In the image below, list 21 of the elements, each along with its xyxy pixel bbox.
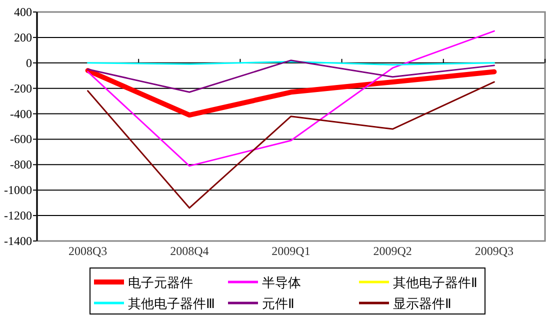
- y-tick-label: -200: [10, 81, 32, 96]
- legend-label: 其他电子器件Ⅲ: [128, 296, 215, 311]
- legend-label: 元件Ⅱ: [262, 296, 294, 311]
- legend-label: 其他电子器件Ⅱ: [393, 275, 477, 290]
- y-tick-label: -600: [10, 132, 32, 146]
- y-tick-label: -800: [10, 158, 32, 172]
- x-tick-label: 2008Q4: [170, 244, 209, 258]
- y-tick-label: 0: [26, 56, 32, 70]
- legend-label: 半导体: [262, 275, 301, 290]
- legend-label: 电子元器件: [128, 275, 193, 290]
- x-tick-label: 2009Q1: [272, 244, 310, 258]
- y-tick-label: -1200: [4, 208, 32, 223]
- x-tick-label: 2009Q2: [373, 244, 412, 258]
- y-tick-label: 200: [14, 30, 32, 44]
- y-tick-label: 400: [14, 5, 32, 19]
- y-tick-label: -400: [10, 106, 32, 121]
- y-tick-label: -1000: [4, 183, 32, 198]
- x-tick-label: 2008Q3: [68, 244, 108, 258]
- legend-label: 显示器件Ⅱ: [393, 296, 451, 311]
- x-tick-label: 2009Q3: [474, 244, 514, 258]
- y-tick-label: -1400: [4, 234, 32, 248]
